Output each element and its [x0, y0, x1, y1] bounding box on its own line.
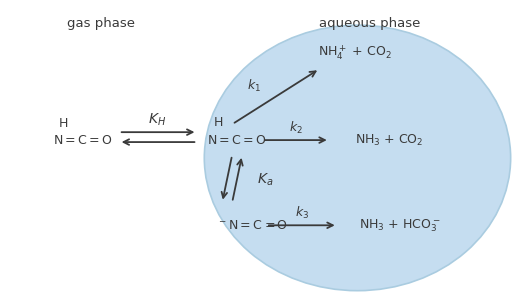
Text: $\mathdefault{N=C=O}$: $\mathdefault{N=C=O}$ — [207, 134, 267, 147]
Text: aqueous phase: aqueous phase — [319, 17, 420, 30]
Text: gas phase: gas phase — [67, 17, 135, 30]
Text: $\mathdefault{N=C=O}$: $\mathdefault{N=C=O}$ — [53, 134, 113, 147]
Text: H: H — [213, 116, 223, 129]
Text: H: H — [59, 117, 69, 130]
Text: $\mathdefault{NH_4^+}$ + $\mathdefault{CO_2}$: $\mathdefault{NH_4^+}$ + $\mathdefault{C… — [318, 44, 392, 62]
Text: $\mathit{K}_\mathit{H}$: $\mathit{K}_\mathit{H}$ — [149, 112, 166, 129]
Text: $\mathdefault{NH_3}$ + $\mathdefault{HCO_3^-}$: $\mathdefault{NH_3}$ + $\mathdefault{HCO… — [359, 217, 440, 234]
Text: $\mathdefault{NH_3}$ + $\mathdefault{CO_2}$: $\mathdefault{NH_3}$ + $\mathdefault{CO_… — [355, 132, 424, 148]
Text: $k_2$: $k_2$ — [289, 120, 303, 136]
Text: $k_3$: $k_3$ — [295, 205, 309, 222]
Text: $^-\mathdefault{N=C=O}$: $^-\mathdefault{N=C=O}$ — [217, 219, 288, 232]
Text: $k_1$: $k_1$ — [247, 77, 261, 94]
Text: $\mathit{K}_\mathit{a}$: $\mathit{K}_\mathit{a}$ — [257, 172, 273, 188]
Ellipse shape — [204, 25, 511, 291]
